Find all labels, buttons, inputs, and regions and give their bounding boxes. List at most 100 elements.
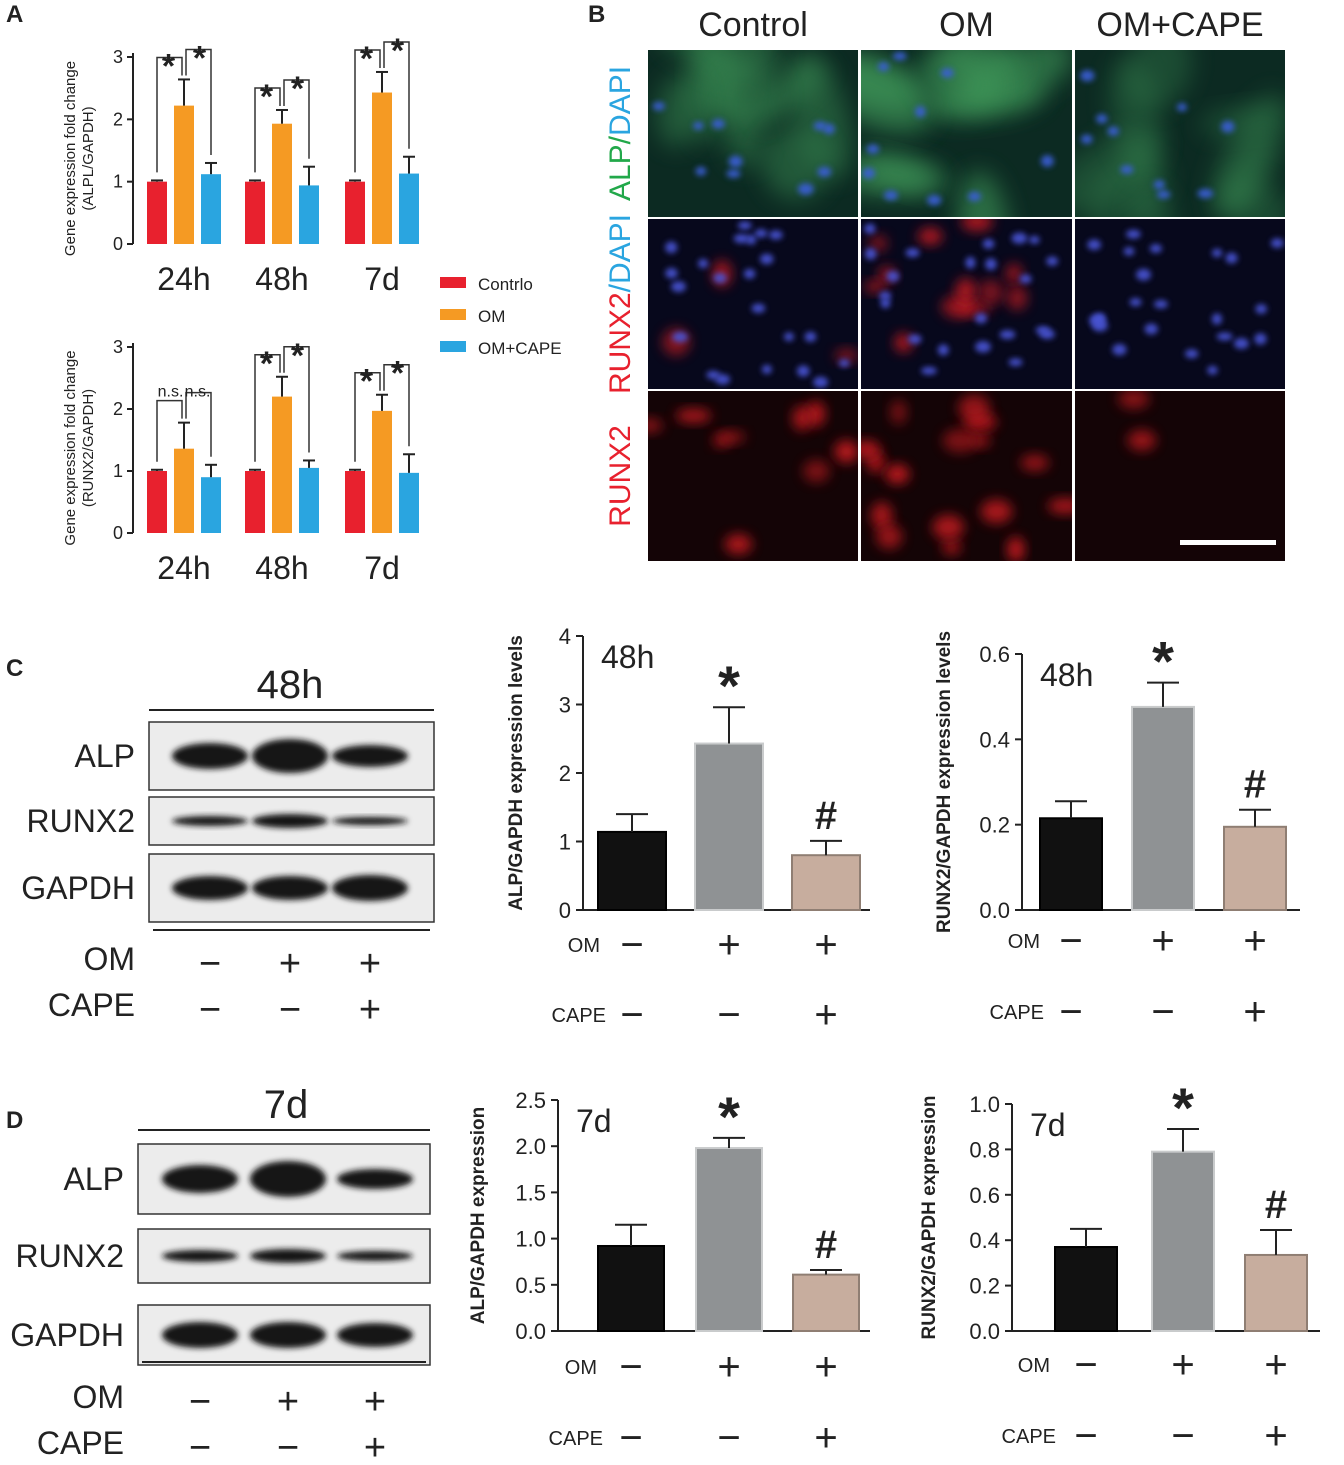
cape-sign: −	[619, 1416, 642, 1460]
nucleus	[975, 341, 991, 353]
bar-om-cape	[1244, 1253, 1308, 1332]
chart-title: 7d	[1030, 1107, 1066, 1143]
protein-band	[172, 816, 248, 826]
y-tick-label: 1	[113, 172, 123, 192]
protein-band	[337, 1323, 413, 1347]
significance-bracket	[383, 41, 410, 149]
nucleus	[864, 223, 876, 234]
y-axis-label: Gene expression fold change(ALPL/GAPDH)	[62, 61, 97, 256]
om-sign: +	[717, 1345, 740, 1389]
stain-region	[861, 155, 934, 190]
nucleus	[1255, 303, 1267, 314]
tile-background	[1075, 219, 1285, 389]
stain-region	[653, 50, 782, 79]
bar-control	[597, 830, 667, 911]
nucleus	[838, 359, 850, 368]
nucleus	[1156, 190, 1171, 199]
nucleus	[940, 68, 954, 78]
nucleus	[761, 364, 772, 374]
stain-region	[662, 328, 691, 356]
om-sign: −	[1059, 919, 1082, 963]
bar-om	[1131, 705, 1195, 912]
nucleus	[817, 166, 832, 177]
treatment-sign: +	[277, 1381, 299, 1423]
cape-sign: −	[717, 1416, 740, 1460]
nucleus	[1096, 113, 1108, 124]
blot-row-label-runx2: RUNX2	[16, 1238, 124, 1274]
y-tick-label: 1.0	[515, 1227, 546, 1252]
significance-bracket	[283, 79, 310, 159]
bar-om-cape	[792, 1273, 860, 1332]
significance-bracket	[354, 49, 381, 173]
significance-mark: *	[391, 32, 405, 70]
cape-sign: −	[717, 993, 740, 1037]
cape-sign: +	[814, 1416, 837, 1460]
significance-bracket	[254, 87, 281, 173]
stain-region	[918, 227, 943, 245]
nucleus	[693, 121, 704, 130]
nucleus	[1211, 248, 1223, 258]
stain-region	[1005, 263, 1023, 284]
y-tick-label: 0	[113, 234, 123, 254]
nucleus	[1046, 256, 1059, 266]
nucleus	[804, 331, 817, 343]
protein-band	[252, 739, 328, 773]
treatment-sign: +	[359, 943, 381, 985]
nucleus	[695, 166, 707, 176]
nucleus	[713, 272, 727, 284]
nucleus	[754, 228, 768, 238]
panel-label-d: D	[6, 1107, 23, 1134]
om-sign: −	[620, 923, 643, 967]
om-sign: +	[1243, 919, 1266, 963]
stain-region	[675, 409, 712, 423]
tile-background	[1075, 391, 1285, 561]
significance-bracket	[156, 399, 183, 462]
cape-sign: −	[620, 993, 643, 1037]
y-tick-label: 0.2	[969, 1274, 1000, 1299]
nucleus	[797, 183, 814, 195]
significance-bracket	[383, 363, 410, 447]
nucleus	[965, 256, 976, 269]
chart-alpl-qpcr: 0 1 2 3 Gene expression fold change(ALPL/GAP…	[62, 32, 419, 297]
treatment-sign: −	[199, 989, 221, 1031]
om-row-label: OM	[568, 935, 600, 957]
treatment-sign: −	[189, 1427, 211, 1465]
micrograph-tile	[861, 391, 1072, 561]
nucleus	[671, 281, 687, 293]
nucleus	[1254, 333, 1267, 345]
significance-bracket	[283, 346, 310, 453]
column-label-control: Control	[698, 6, 808, 44]
legend-swatch-om	[440, 309, 466, 320]
stain-region	[868, 234, 888, 253]
row-label: RUNX2	[604, 425, 637, 527]
om-sign: +	[1264, 1343, 1287, 1387]
stain-region	[890, 399, 907, 425]
nucleus	[864, 247, 877, 260]
y-tick-label: 0.6	[979, 642, 1010, 667]
nucleus	[1080, 134, 1093, 144]
nucleus	[1233, 338, 1249, 350]
y-tick-label: 1.5	[515, 1180, 546, 1205]
protein-band	[250, 1249, 326, 1263]
cape-row-label: CAPE	[1002, 1426, 1056, 1448]
tile-background	[648, 219, 858, 389]
legend-label-om: OM	[478, 307, 505, 326]
nucleus	[921, 366, 937, 375]
legend-label-control: Contrlo	[478, 275, 533, 294]
y-tick-label: 0.4	[979, 727, 1010, 752]
nucleus	[759, 253, 774, 265]
nucleus	[813, 376, 829, 388]
category-label-7d: 7d	[364, 550, 400, 586]
blot-row-label-runx2: RUNX2	[27, 803, 135, 839]
nucleus	[1221, 120, 1235, 133]
nucleus	[1040, 155, 1054, 168]
nucleus	[1207, 365, 1218, 375]
significance-hash: #	[1265, 1183, 1287, 1227]
nucleus	[768, 230, 783, 240]
stain-region	[803, 459, 830, 483]
bar-om-48h	[272, 396, 292, 533]
significance-bracket	[254, 354, 281, 462]
y-tick-label: 0.2	[979, 813, 1010, 838]
micrograph-tile	[648, 391, 858, 561]
nucleus	[733, 233, 750, 244]
